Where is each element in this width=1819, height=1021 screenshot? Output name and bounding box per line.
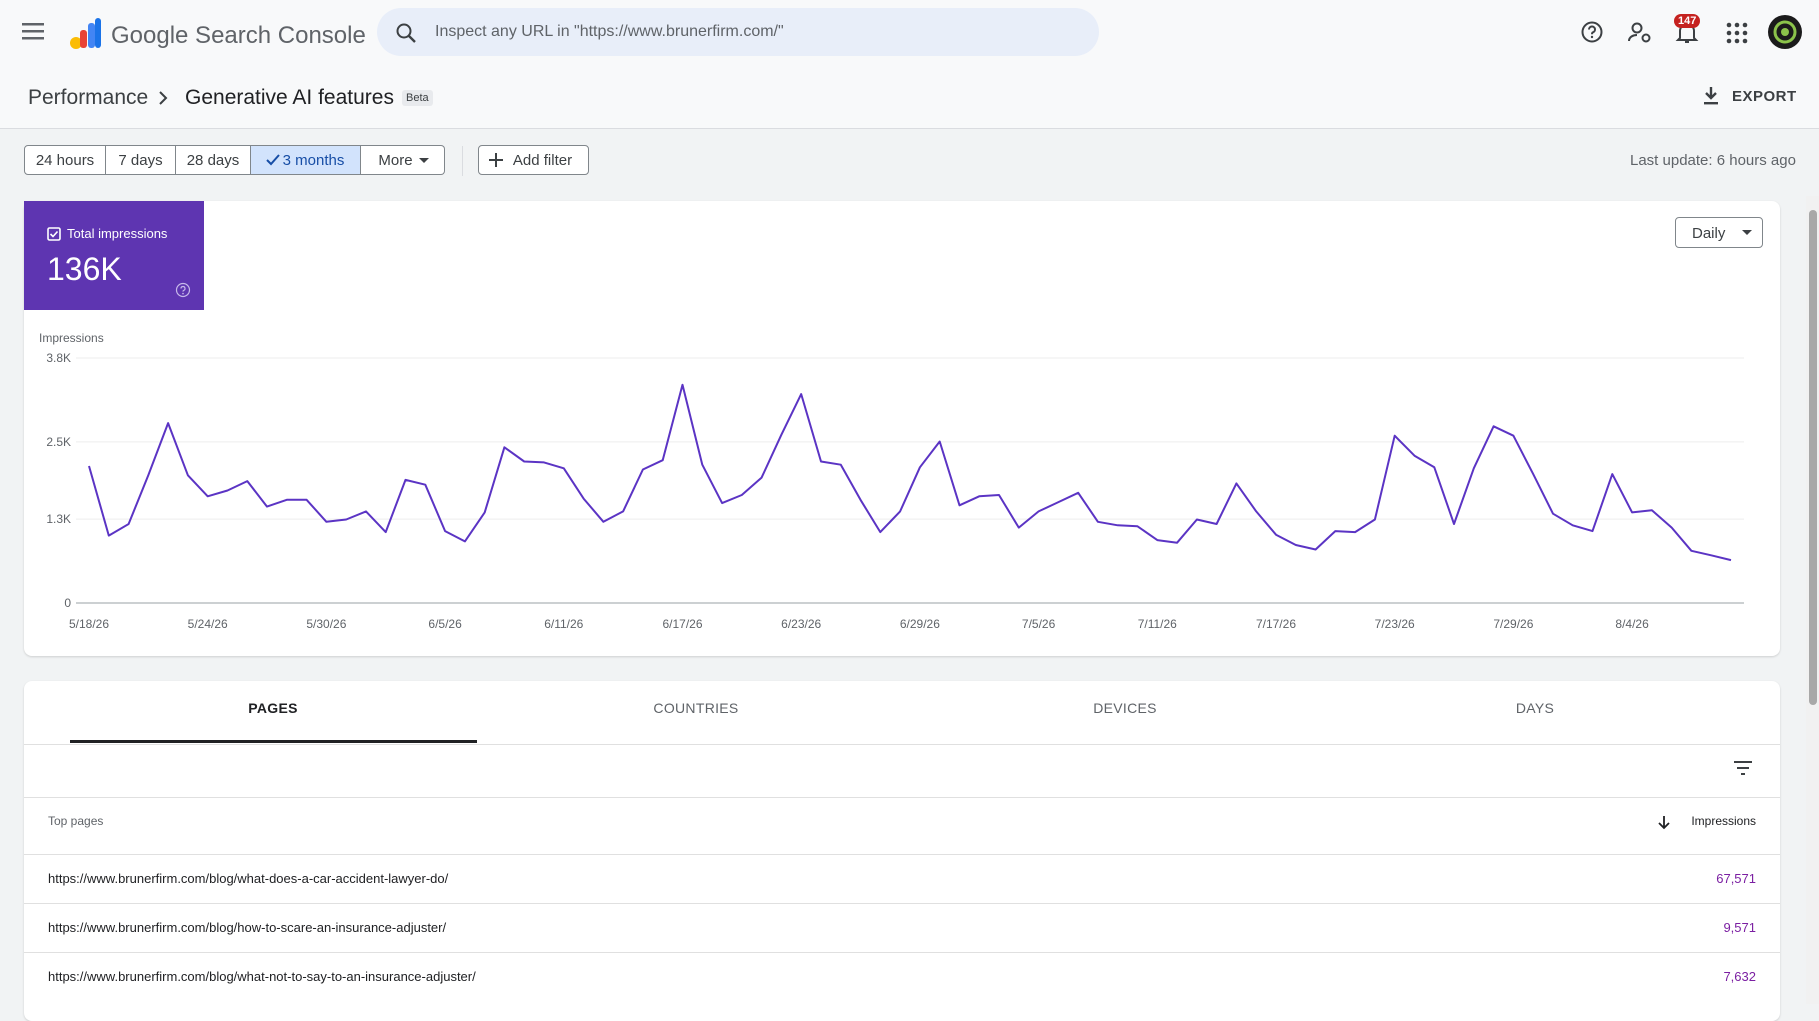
notification-count: 147 — [1674, 14, 1701, 28]
table-row[interactable]: https://www.brunerfirm.com/blog/what-doe… — [24, 854, 1780, 903]
metric-value: 136K — [47, 251, 122, 287]
page-url: https://www.brunerfirm.com/blog/how-to-s… — [48, 920, 447, 935]
dropdown-arrow — [419, 158, 429, 163]
metric-label: Total impressions — [67, 226, 168, 241]
breadcrumb-current: Generative AI features — [185, 86, 394, 109]
scrollbar[interactable] — [1806, 196, 1819, 1004]
metric-box[interactable]: Total impressions 136K — [24, 201, 204, 310]
metric-help-icon[interactable] — [175, 282, 191, 298]
tab[interactable]: DAYS — [1515, 700, 1555, 716]
add-filter-button[interactable]: Add filter — [478, 145, 589, 175]
top-bar: Google Search Console Inspect any URL in… — [0, 0, 1819, 129]
impressions-cell: 7,632 — [1723, 969, 1756, 984]
tab[interactable]: PAGES — [248, 700, 298, 716]
logo — [70, 18, 101, 49]
search-icon — [396, 23, 416, 43]
search-box[interactable]: Inspect any URL in "https://www.brunerfi… — [377, 8, 1099, 56]
divider — [24, 744, 1780, 745]
search-placeholder: Inspect any URL in "https://www.brunerfi… — [435, 23, 784, 40]
table-filter-icon[interactable] — [1733, 760, 1753, 776]
help-icon[interactable] — [1580, 20, 1606, 46]
menu-icon[interactable] — [22, 20, 48, 44]
range-button[interactable]: More — [361, 145, 445, 175]
range-button[interactable]: 24 hours — [24, 145, 106, 175]
tab[interactable]: COUNTRIES — [653, 700, 739, 716]
table-header: Top pages Impressions — [24, 797, 1780, 846]
product-name: Google Search Console — [111, 22, 366, 49]
page-url: https://www.brunerfirm.com/blog/what-doe… — [48, 871, 449, 886]
column-header: Top pages — [48, 814, 104, 828]
granularity-select[interactable]: Daily — [1675, 217, 1763, 248]
column-header[interactable]: Impressions — [1691, 814, 1756, 828]
last-update: Last update: 6 hours ago — [1630, 152, 1796, 169]
account-settings-icon[interactable] — [1627, 20, 1655, 46]
range-button[interactable]: 28 days — [176, 145, 251, 175]
impressions-cell: 9,571 — [1723, 920, 1756, 935]
checkbox — [47, 227, 61, 241]
sort-icon — [1658, 816, 1670, 830]
plus-icon — [489, 153, 503, 167]
table-card — [24, 681, 1780, 1021]
export-button[interactable]: EXPORT — [1732, 88, 1797, 105]
range-button[interactable]: 7 days — [106, 145, 176, 175]
page-url: https://www.brunerfirm.com/blog/what-not… — [48, 969, 476, 984]
divider — [462, 146, 463, 176]
chart-card — [24, 201, 1780, 656]
scrollbar-thumb[interactable] — [1809, 210, 1817, 705]
tab[interactable]: DEVICES — [1093, 700, 1157, 716]
impressions-cell: 67,571 — [1716, 871, 1756, 886]
table-row[interactable]: https://www.brunerfirm.com/blog/what-not… — [24, 952, 1780, 1001]
breadcrumb-chevron — [159, 91, 168, 105]
breadcrumb-parent[interactable]: Performance — [28, 86, 149, 109]
avatar[interactable] — [1768, 15, 1802, 49]
check-icon — [266, 154, 280, 166]
range-button[interactable]: 3 months — [251, 145, 361, 175]
export-icon[interactable] — [1702, 86, 1720, 106]
granularity-label: Daily — [1692, 225, 1726, 242]
beta-badge: Beta — [402, 90, 433, 106]
add-filter-label: Add filter — [512, 152, 573, 169]
table-row[interactable]: https://www.brunerfirm.com/blog/how-to-s… — [24, 903, 1780, 952]
apps-icon[interactable] — [1726, 22, 1748, 44]
dropdown-arrow — [1742, 230, 1752, 235]
tab-underline — [70, 740, 477, 743]
